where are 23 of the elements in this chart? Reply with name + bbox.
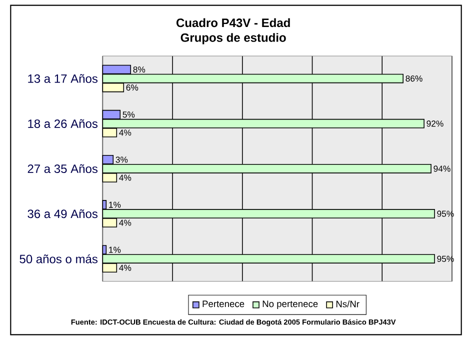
y-tick-label: 13 a 17 Años [28,74,98,83]
data-label: 4% [119,264,132,271]
data-label: 4% [119,220,132,226]
data-label: 6% [126,84,138,91]
legend-label: Pertenece [202,300,244,308]
data-label: 4% [119,130,132,136]
data-label: 1% [109,202,121,208]
data-label: 3% [116,156,128,163]
data-label: 92% [426,120,444,127]
data-label: 8% [133,66,146,73]
data-label: 5% [122,112,135,118]
y-tick-label: 36 a 49 Años [28,209,98,218]
data-label: 4% [119,174,132,181]
y-tick-label: 50 años o más [20,254,98,264]
y-tick-label: 18 a 26 Años [28,119,98,128]
chart-title: Cuadro P43V - Edad [176,18,290,28]
data-label: 86% [406,75,422,82]
y-tick-label: 27 a 35 Años [28,164,98,174]
data-label: 94% [434,166,450,172]
legend-label: Ns/Nr [336,300,360,308]
legend-label: No pertenece [262,300,318,309]
data-label: 1% [109,246,121,253]
chart-subtitle: Grupos de estudio [180,33,286,44]
